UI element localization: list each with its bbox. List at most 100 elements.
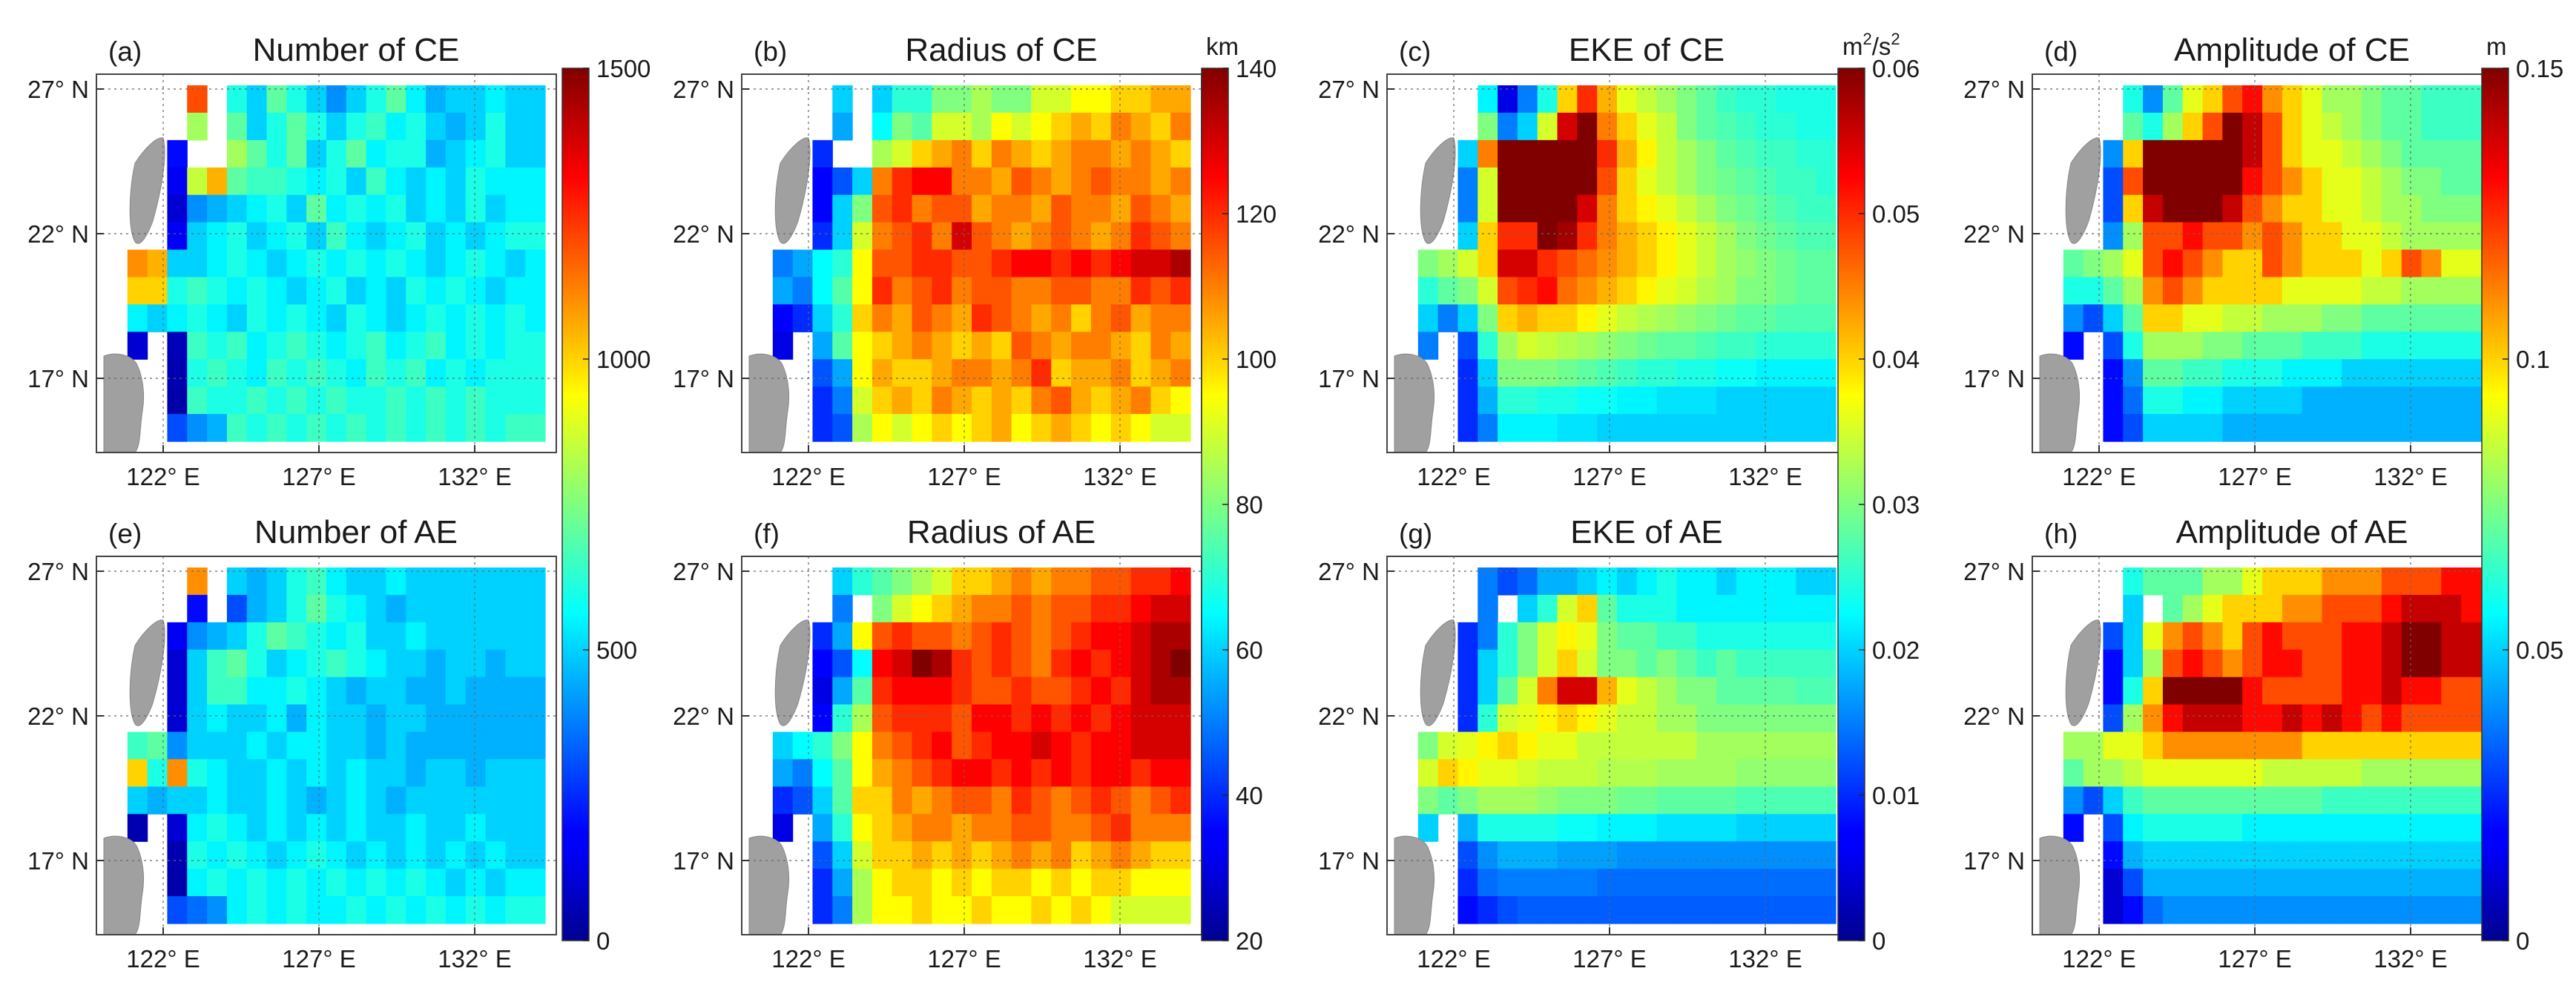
heatmap-cell [1716, 594, 1737, 623]
heatmap-cell [2262, 167, 2283, 196]
heatmap-cell [167, 786, 188, 815]
heatmap-cell [1557, 249, 1578, 278]
heatmap-cell [426, 649, 447, 678]
heatmap-cell [426, 222, 447, 251]
heatmap-cell [505, 786, 526, 815]
heatmap-cell [2381, 704, 2402, 733]
heatmap-cell [1051, 249, 1072, 278]
heatmap-cell [1796, 677, 1816, 705]
heatmap-cell [2103, 841, 2124, 869]
heatmap-cell [445, 85, 467, 113]
graticule [96, 556, 556, 935]
heatmap-cell [1517, 649, 1538, 678]
heatmap-cell [2421, 359, 2442, 387]
heatmap-cell [1517, 677, 1538, 705]
missing-cell [2038, 310, 2053, 325]
panel-label: (h) [2044, 519, 2078, 549]
heatmap-cell [1796, 194, 1816, 223]
heatmap-cell [1051, 167, 1072, 196]
heatmap-cell [2342, 414, 2362, 442]
heatmap-cell [1557, 194, 1578, 223]
heatmap-cell [1617, 222, 1638, 251]
heatmap-cell [1676, 869, 1697, 897]
heatmap-cell [1696, 194, 1717, 223]
heatmap-cell [2381, 304, 2402, 332]
heatmap-cell [2202, 896, 2223, 924]
heatmap-cell [505, 649, 526, 678]
heatmap-cell [326, 139, 347, 168]
heatmap-cell [912, 112, 932, 141]
heatmap-cell [1796, 622, 1816, 651]
heatmap-cell [2441, 814, 2462, 842]
heatmap-cell [1796, 304, 1816, 332]
heatmap-cell [832, 869, 853, 897]
heatmap-cell [2441, 759, 2462, 787]
heatmap-cell [1457, 622, 1478, 651]
heatmap-cell [1478, 249, 1498, 278]
heatmap-cell [426, 869, 447, 897]
heatmap-cell [1150, 704, 1171, 733]
heatmap-cell [1776, 567, 1796, 596]
heatmap-cell [812, 869, 833, 897]
heatmap-cell [2182, 112, 2204, 141]
heatmap-cell [1756, 567, 1777, 596]
heatmap-cell [465, 869, 487, 897]
heatmap-cell [366, 896, 387, 924]
heatmap-cell [2182, 814, 2204, 842]
heatmap-cell [2182, 759, 2204, 787]
heatmap-cell [1051, 332, 1072, 360]
heatmap-cell [2262, 841, 2283, 869]
heatmap-cell [2401, 139, 2422, 168]
heatmap-cell [1498, 759, 1518, 787]
heatmap-cell [2441, 414, 2462, 442]
heatmap-cell [1090, 841, 1112, 869]
heatmap-cell [226, 359, 248, 387]
heatmap-cell [1816, 139, 1837, 168]
heatmap-cell [792, 304, 814, 332]
heatmap-cells [1417, 567, 1837, 924]
heatmap-cell [306, 277, 327, 305]
taiwan-land [2065, 137, 2101, 244]
heatmap-cell [406, 622, 426, 651]
heatmap-cell [465, 414, 487, 442]
heatmap-cell [346, 112, 367, 141]
panel-label: (d) [2044, 36, 2078, 67]
heatmap-cell [1776, 249, 1796, 278]
heatmap-cell [1656, 841, 1678, 869]
heatmap-cell [991, 841, 1012, 869]
heatmap-cell [972, 622, 992, 651]
heatmap-cell [505, 896, 526, 924]
heatmap-cell [1756, 359, 1777, 387]
heatmap-cell [2242, 85, 2263, 113]
heatmap-cell [465, 896, 487, 924]
heatmap-cell [852, 841, 873, 869]
heatmap-cell [1736, 869, 1757, 897]
lon-tick-label: 122° E [771, 463, 845, 490]
heatmap-cell [991, 677, 1012, 705]
heatmap-cell [485, 222, 506, 251]
heatmap-cell [1577, 869, 1598, 897]
heatmap-cell [1577, 677, 1598, 705]
lon-tick-label: 127° E [927, 945, 1001, 973]
heatmap-cell [246, 414, 268, 442]
heatmap-cell [2162, 112, 2184, 141]
heatmap-cell [1150, 332, 1171, 360]
heatmap-cell [2441, 194, 2462, 223]
heatmap-cell [2322, 85, 2342, 113]
heatmap-cell [1816, 277, 1837, 305]
heatmap-cell [2342, 814, 2362, 842]
heatmap-cell [832, 731, 853, 760]
heatmap-cell [892, 594, 913, 623]
heatmap-cell [812, 194, 833, 223]
heatmap-cell [1537, 814, 1558, 842]
heatmap-cell [505, 594, 526, 623]
colorbar-tick-label: 0.1 [2516, 346, 2550, 373]
heatmap-cell [912, 85, 932, 113]
heatmap-cell [2103, 194, 2124, 223]
colorbar-tick-label: 40 [1236, 782, 1263, 809]
heatmap-cell [465, 759, 487, 787]
heatmap-cell [1756, 704, 1777, 733]
heatmap-cell [306, 85, 327, 113]
heatmap-cell [912, 786, 932, 815]
heatmap-cell [2302, 194, 2323, 223]
